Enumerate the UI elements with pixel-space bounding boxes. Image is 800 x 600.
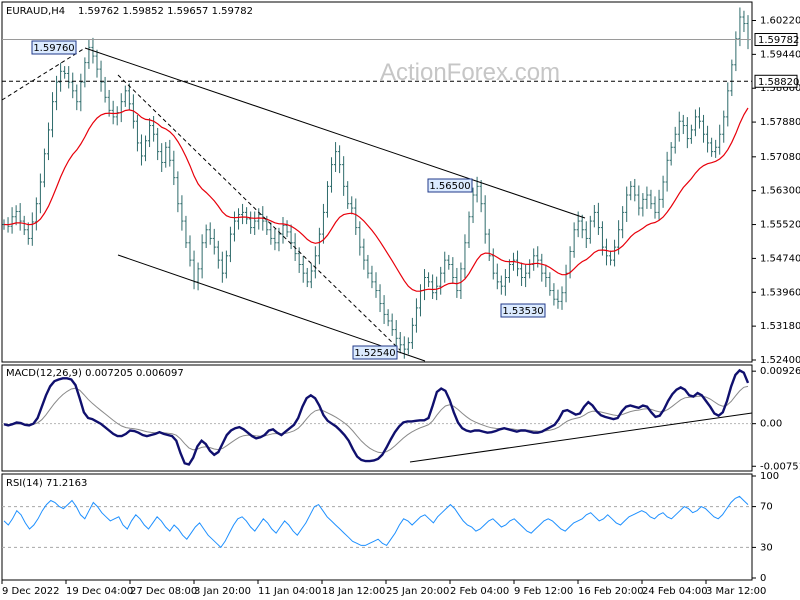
macd-tick-label: 0.009263: [760, 366, 800, 377]
time-tick-label: 11 Jan 04:00: [258, 586, 321, 597]
annotation-mid: 1.56500: [427, 178, 473, 193]
annotation-low-text: 1.52540: [354, 348, 395, 359]
time-tick-label: 19 Dec 04:00: [66, 586, 133, 597]
channel-lower-trendline: [117, 254, 426, 362]
price-label-support-text: 1.58820: [758, 77, 799, 88]
price-tick-label: 1.57080: [760, 152, 800, 163]
price-tick-label: 1.55520: [760, 220, 800, 231]
macd-trendline: [409, 412, 753, 463]
time-tick-label: 18 Jan 12:00: [322, 586, 385, 597]
price-label-current-box: [754, 33, 798, 47]
dashed-trendline-middle: [117, 74, 401, 351]
rsi-panel-frame: [1, 473, 753, 581]
annotation-low-box: [352, 345, 398, 360]
price-tick-label: 1.58660: [760, 83, 800, 94]
time-tick-label: 9 Feb 12:00: [514, 586, 573, 597]
rsi-tick-label: 30: [760, 542, 773, 553]
price-tick-label: 1.56300: [760, 186, 800, 197]
macd-axis-ticks: 0.009263 0.00 -0.007517: [752, 366, 800, 472]
rsi-tick-label: 100: [760, 471, 779, 482]
price-tick-label: 1.52400: [760, 355, 800, 366]
time-tick-label: 3 Mar 12:00: [706, 586, 766, 597]
price-tick-label: 1.54740: [760, 253, 800, 264]
time-tick-label: 2 Feb 04:00: [450, 586, 509, 597]
price-axis-ticks: 1.60220 1.59440 1.58660 1.57880 1.57080 1.563…: [752, 15, 800, 366]
macd-tick-label: -0.007517: [760, 461, 800, 472]
rsi-tick-label: 70: [760, 502, 773, 513]
annotation-low-right-text: 1.53530: [502, 306, 543, 317]
time-tick-label: 24 Feb 04:00: [642, 586, 708, 597]
macd-tick-label: 0.00: [760, 419, 782, 430]
price-tick-label: 1.53180: [760, 321, 800, 332]
price-tick-label: 1.60220: [760, 15, 800, 26]
price-tick-label: 1.59440: [760, 49, 800, 60]
price-panel-frame: [1, 1, 753, 363]
macd-main-line: [3, 368, 750, 466]
time-tick-label: 16 Feb 20:00: [578, 586, 644, 597]
annotation-high-box: [31, 40, 77, 55]
moving-average-line: [3, 107, 749, 292]
annotation-mid-text: 1.56500: [429, 181, 470, 192]
annotation-low-right: 1.53530: [500, 303, 546, 318]
time-tick-label: 25 Jan 20:00: [386, 586, 449, 597]
macd-signal-line: [3, 385, 749, 454]
channel-upper-trendline: [84, 47, 586, 219]
dashed-trendline-left: [1, 47, 86, 101]
annotation-mid-box: [427, 178, 473, 193]
macd-panel-frame: [1, 364, 753, 472]
rsi-line: [3, 495, 749, 549]
price-tick-label: 1.53960: [760, 287, 800, 298]
time-tick-label: 27 Dec 08:00: [130, 586, 197, 597]
rsi-tick-label: 0: [760, 573, 766, 584]
watermark-text: ActionForex.com: [380, 59, 560, 86]
price-label-support-box: [754, 74, 798, 88]
chart-symbol-timeframe: EURAUD,H4: [6, 6, 65, 17]
annotation-low-right-box: [500, 303, 546, 318]
moving-average: [3, 107, 749, 292]
rsi-axis-ticks: 100 70 30 0: [752, 471, 779, 584]
rsi-title: RSI(14) 71.2163: [6, 478, 87, 489]
price-label-current-text: 1.59782: [758, 35, 799, 46]
chart-ohlc-values: 1.59762 1.59852 1.59657 1.59782: [78, 6, 253, 17]
macd-title: MACD(12,26,9) 0.007205 0.006097: [6, 368, 184, 379]
price-bars: [2, 7, 750, 359]
annotation-high-text: 1.59760: [33, 43, 74, 54]
price-tick-label: 1.57880: [760, 117, 800, 128]
time-tick-label: 3 Jan 20:00: [194, 586, 251, 597]
price-label-support: 1.58820: [754, 74, 799, 88]
time-tick-label: 9 Dec 2022: [2, 586, 60, 597]
annotation-high: 1.59760: [31, 40, 77, 55]
price-label-current: 1.59782: [754, 33, 799, 47]
annotation-low: 1.52540: [352, 345, 398, 360]
